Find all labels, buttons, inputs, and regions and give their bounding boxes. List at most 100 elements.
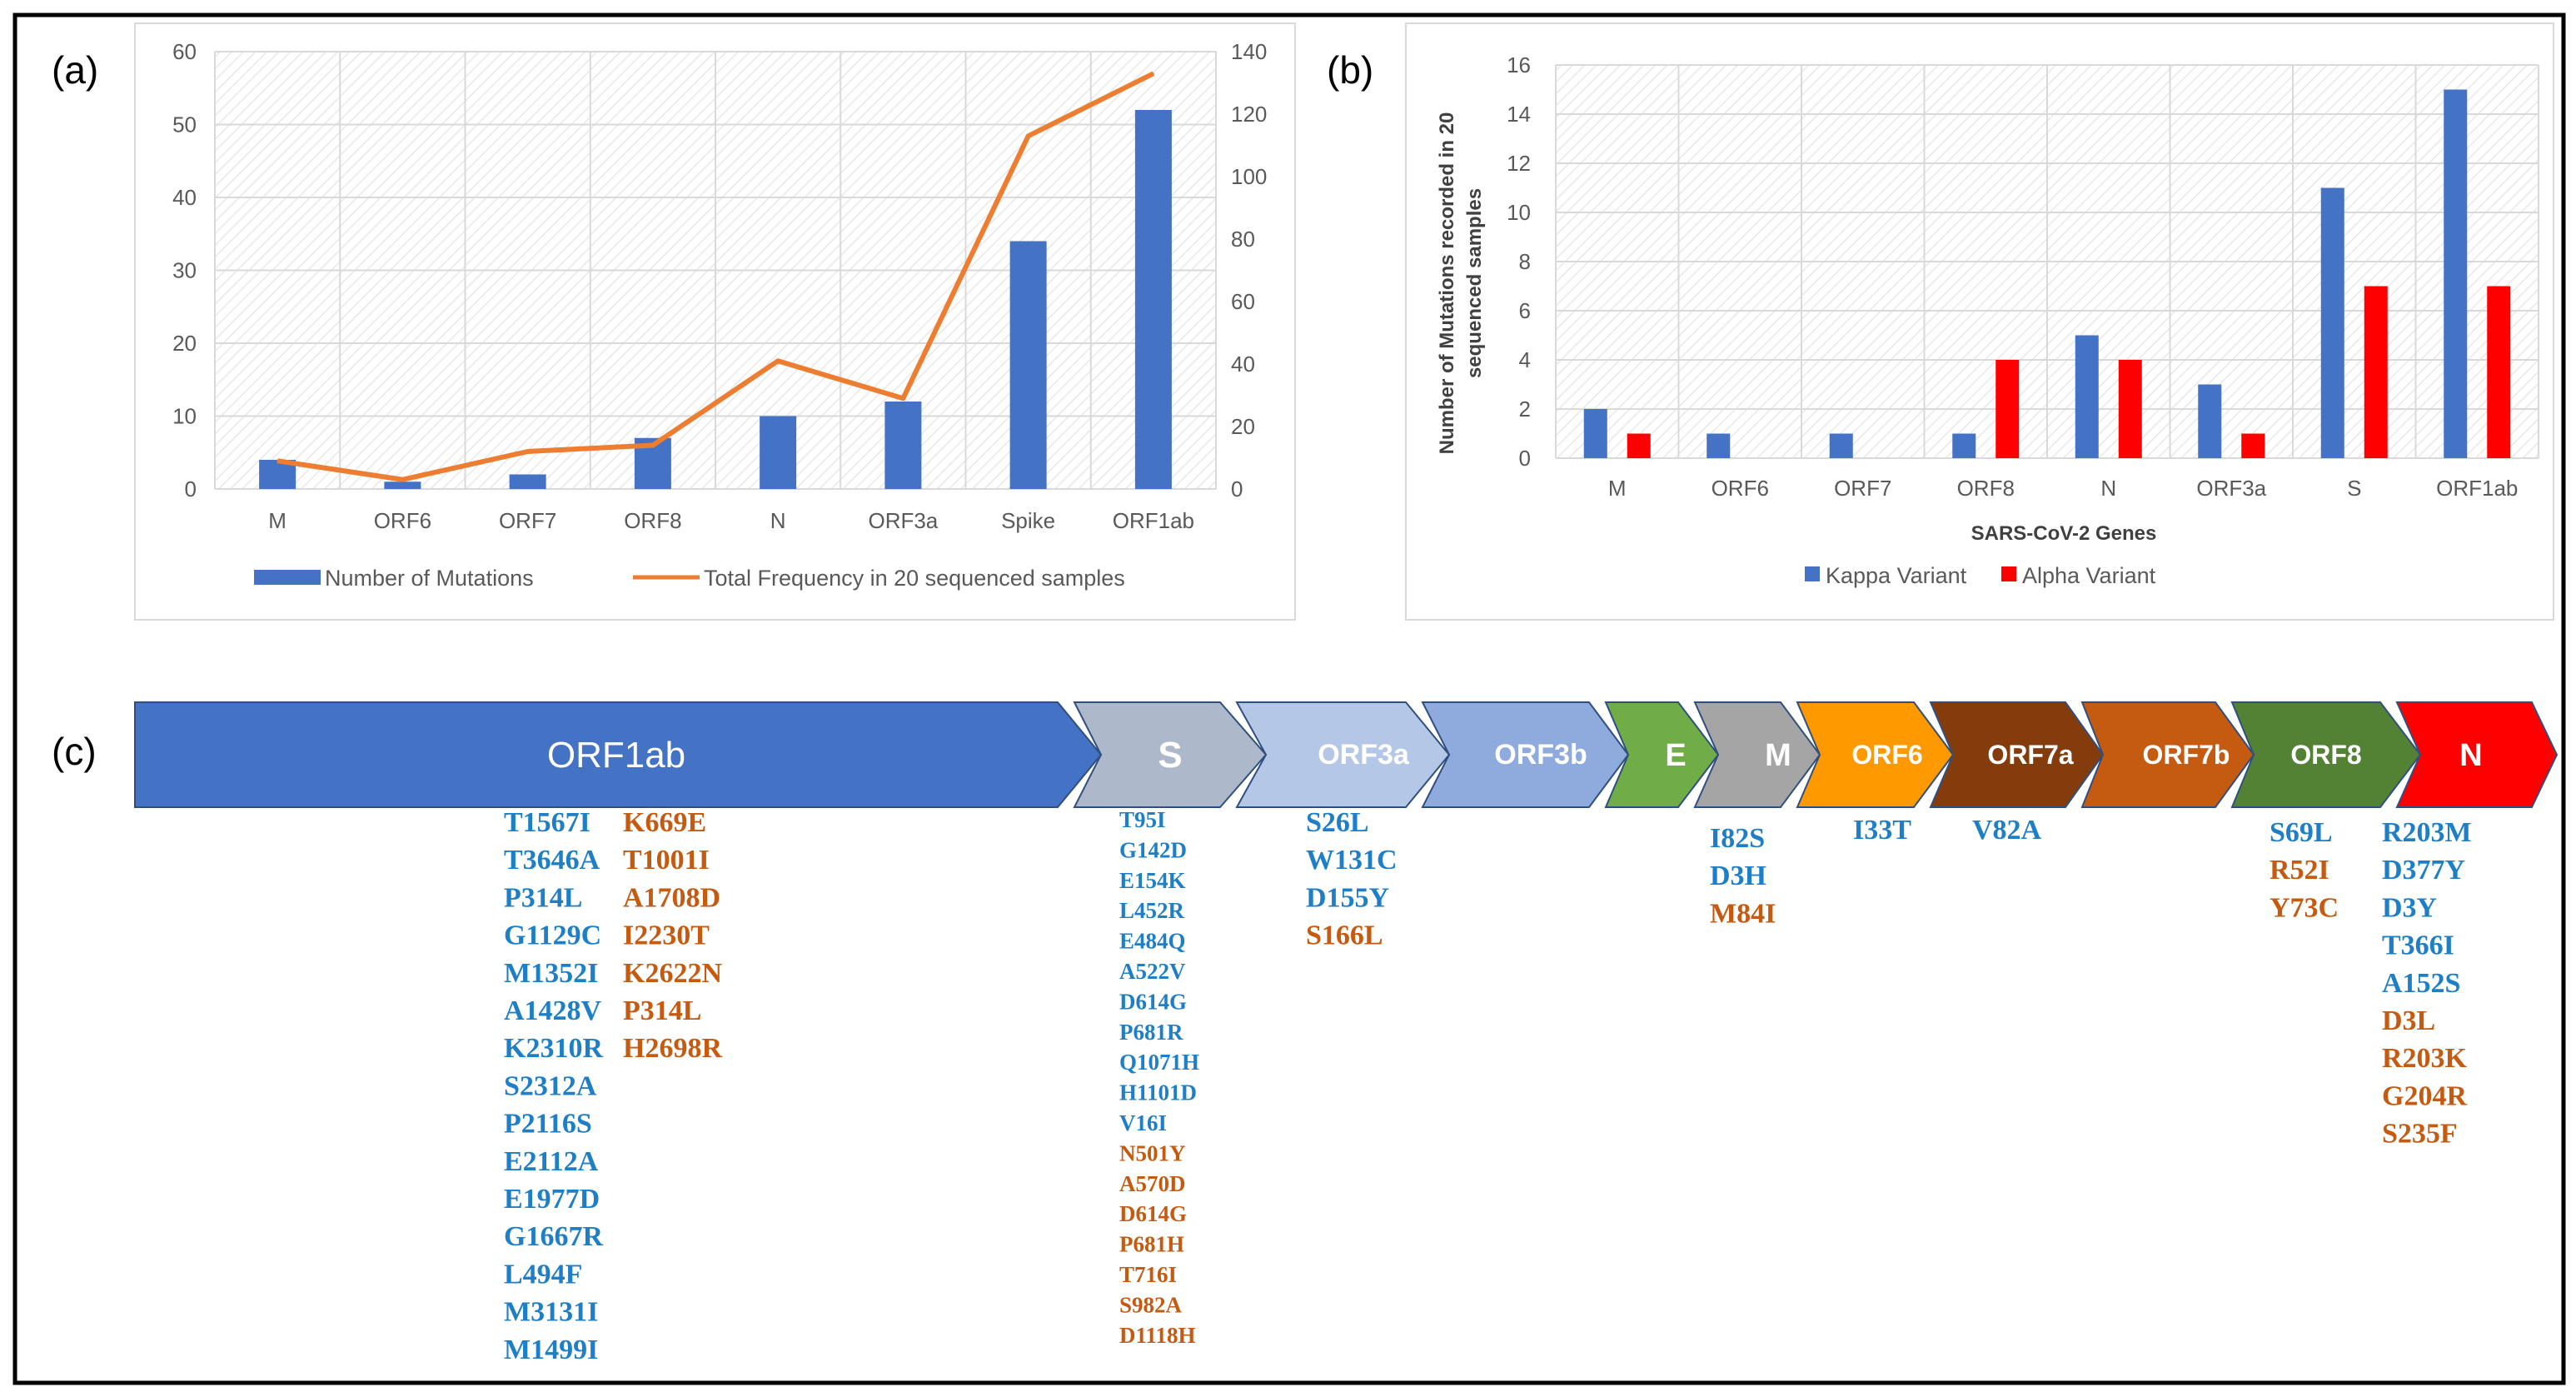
- mutation-orf1ab-alpha: A1708D: [623, 882, 720, 913]
- mutation-orf1ab-alpha: K669E: [623, 807, 706, 838]
- mutation-n-alpha: R203K: [2382, 1043, 2468, 1074]
- mutation-orf1ab-alpha: H2698R: [623, 1033, 722, 1064]
- mutation-orf1ab-kappa: G1129C: [504, 921, 601, 951]
- chart-b-bar-alpha-variant-orf3a: [2241, 433, 2265, 458]
- chart-a-xtick-label: ORF1ab: [1113, 508, 1194, 533]
- mutation-s-alpha: D614G: [1119, 1201, 1187, 1226]
- mutation-m-alpha: M84I: [1710, 898, 1776, 929]
- chart-b-ytick-label: 16: [1507, 52, 1531, 77]
- gene-label-e: E: [1665, 738, 1686, 773]
- chart-a-xtick-label: ORF6: [374, 508, 431, 533]
- mutation-orf3a-kappa: S26L: [1306, 807, 1369, 838]
- chart-b-bar-kappa-variant-s: [2320, 187, 2344, 458]
- chart-b-xtick-label: ORF8: [1957, 476, 2015, 501]
- legend-label-frequency: Total Frequency in 20 sequenced samples: [704, 566, 1125, 591]
- chart-b-ylabel-line2: sequenced samples: [1463, 188, 1486, 378]
- mutation-orf8-alpha: Y73C: [2270, 892, 2339, 923]
- chart-b-bar-kappa-variant-orf8: [1952, 433, 1976, 458]
- chart-a-xtick-label: N: [770, 508, 786, 533]
- chart-a-y2tick-label: 0: [1231, 476, 1243, 501]
- mutation-s-kappa: Q1071H: [1119, 1050, 1199, 1075]
- mutation-orf1ab-kappa: K2310R: [504, 1033, 603, 1064]
- chart-b-legend: Kappa Variant Alpha Variant: [1805, 563, 2156, 588]
- chart-a-bar-orf1ab: [1134, 110, 1172, 489]
- mutation-s-alpha: A570D: [1119, 1171, 1186, 1196]
- chart-a-y2tick-label: 40: [1231, 352, 1255, 377]
- legend-swatch-alpha: [2001, 566, 2016, 581]
- chart-b-xtick-label: ORF1ab: [2436, 476, 2518, 501]
- mutation-orf6-kappa: I33T: [1853, 815, 1911, 846]
- mutation-n-kappa: R203M: [2382, 817, 2472, 848]
- mutation-orf1ab-alpha: I2230T: [623, 921, 710, 951]
- chart-b-ytick-label: 14: [1507, 102, 1531, 127]
- chart-a-y2tick-label: 20: [1231, 414, 1255, 439]
- mutation-s-alpha: S982A: [1119, 1292, 1183, 1317]
- chart-b-xtick-label: N: [2100, 476, 2116, 501]
- chart-a-ytick-label: 40: [172, 185, 197, 210]
- chart-a-bar-orf6: [384, 481, 421, 489]
- chart-b-ytick-label: 12: [1507, 151, 1531, 176]
- chart-a-y2tick-label: 120: [1231, 102, 1267, 127]
- mutation-orf1ab-kappa: P314L: [504, 882, 582, 913]
- mutation-orf8-alpha: R52I: [2270, 855, 2329, 886]
- mutation-orf1ab-kappa: L494F: [504, 1259, 582, 1290]
- panel-label-b: (b): [1327, 48, 1373, 92]
- legend-label-mutations: Number of Mutations: [325, 566, 534, 591]
- mutation-n-kappa: D377Y: [2382, 855, 2465, 886]
- gene-label-orf1ab: ORF1ab: [547, 735, 685, 776]
- gene-label-orf7b: ORF7b: [2143, 740, 2230, 770]
- mutation-orf1ab-alpha: P314L: [623, 995, 701, 1026]
- chart-a: 0 10 20 30 40 50 60 0 20 40 60 80 100 120 140 M ORF6 OR…: [172, 39, 1267, 591]
- chart-b-bar-alpha-variant-orf8: [1996, 360, 2020, 458]
- chart-a-ytick-label: 60: [172, 39, 197, 64]
- chart-b-ytick-label: 10: [1507, 200, 1531, 225]
- mutation-s-kappa: E484Q: [1119, 929, 1186, 954]
- genome-map: ORF1ab S ORF3a ORF3b E M ORF6 ORF7a ORF7…: [134, 701, 2559, 1365]
- mutation-m-kappa: D3H: [1710, 861, 1766, 891]
- mutation-s-alpha: N501Y: [1119, 1140, 1186, 1165]
- legend-swatch-mutations: [254, 570, 321, 585]
- mutation-orf8-kappa: S69L: [2270, 817, 2333, 848]
- chart-b-bar-kappa-variant-orf1ab: [2444, 89, 2468, 458]
- chart-a-line-point-orf1ab: [1152, 72, 1154, 75]
- chart-a-line-point-orf7: [526, 451, 529, 452]
- mutation-s-kappa: L452R: [1119, 898, 1185, 923]
- mutation-s-kappa: V16I: [1119, 1110, 1167, 1135]
- chart-a-ytick-label: 30: [172, 258, 197, 283]
- gene-label-orf7a: ORF7a: [1987, 740, 2073, 770]
- mutation-s-kappa: D614G: [1119, 989, 1187, 1014]
- chart-a-bar-n: [760, 416, 797, 489]
- chart-a-bar-orf3a: [884, 402, 922, 489]
- mutation-orf3a-kappa: W131C: [1306, 845, 1398, 876]
- mutation-n-kappa: D3Y: [2382, 892, 2437, 923]
- chart-b-bar-kappa-variant-m: [1583, 409, 1607, 458]
- mutation-s-kappa: G142D: [1119, 837, 1187, 862]
- mutation-orf1ab-kappa: G1667R: [504, 1221, 603, 1252]
- mutation-orf1ab-kappa: A1428V: [504, 995, 602, 1026]
- mutation-n-alpha: D3L: [2382, 1005, 2435, 1036]
- gene-label-n: N: [2459, 738, 2482, 773]
- chart-b-xtick-label: ORF7: [1834, 476, 1891, 501]
- mutation-orf7a-kappa: V82A: [1972, 815, 2042, 846]
- legend-label-alpha: Alpha Variant: [2022, 563, 2156, 588]
- chart-b-ytick-label: 8: [1519, 249, 1531, 274]
- chart-b-bar-kappa-variant-orf7: [1829, 433, 1853, 458]
- chart-a-xtick-label: ORF3a: [868, 508, 938, 533]
- mutation-s-alpha: T716I: [1119, 1262, 1177, 1287]
- chart-b-xtick-label: ORF3a: [2196, 476, 2266, 501]
- mutation-orf1ab-kappa: M1352I: [504, 958, 598, 989]
- legend-swatch-kappa: [1805, 566, 1820, 581]
- chart-b-bar-alpha-variant-orf1ab: [2487, 286, 2511, 458]
- chart-a-line-point-orf8: [651, 444, 654, 447]
- chart-b-xtick-label: S: [2347, 476, 2361, 501]
- chart-b-ylabel-line1: Number of Mutations recorded in 20: [1436, 112, 1458, 455]
- chart-a-y2tick-label: 100: [1231, 164, 1267, 189]
- chart-b-ytick-label: 0: [1519, 446, 1531, 471]
- gene-label-orf3b: ORF3b: [1494, 739, 1587, 771]
- mutation-orf1ab-kappa: M1499I: [504, 1335, 598, 1365]
- mutation-s-alpha: D1118H: [1119, 1323, 1196, 1348]
- chart-b-xlabel: SARS-CoV-2 Genes: [1971, 522, 2157, 545]
- chart-a-frequency-line: [277, 71, 1155, 482]
- mutation-orf1ab-kappa: P2116S: [504, 1109, 592, 1140]
- chart-b-bar-kappa-variant-n: [2075, 335, 2099, 458]
